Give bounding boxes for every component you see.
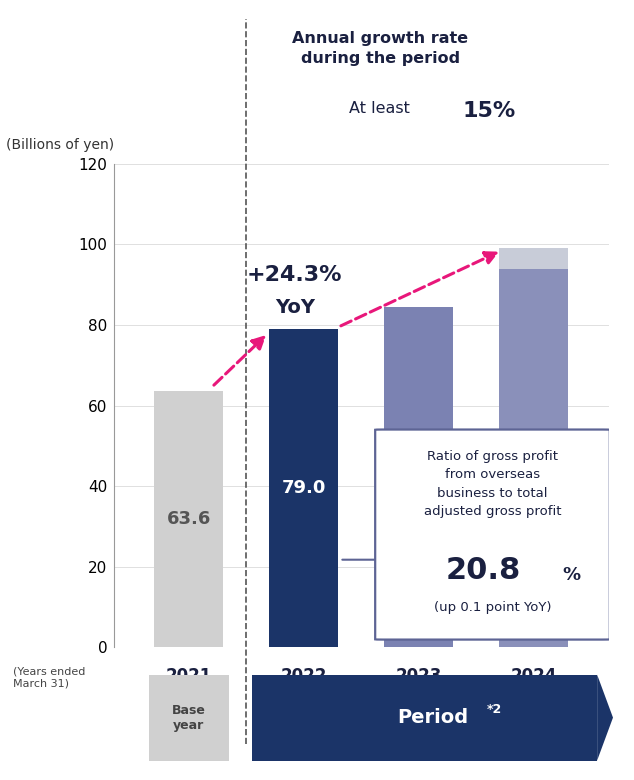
Text: +24.3%: +24.3% — [247, 264, 342, 285]
Bar — [500, 268, 569, 647]
Text: (Forecast): (Forecast) — [387, 692, 450, 705]
Text: 2024: 2024 — [511, 667, 557, 685]
Text: At least: At least — [349, 101, 415, 116]
Text: 2021: 2021 — [165, 667, 212, 685]
Text: Base
year: Base year — [172, 704, 206, 732]
Text: 20.8: 20.8 — [446, 556, 521, 585]
Text: Ratio of gross profit
from overseas
business to total
adjusted gross profit: Ratio of gross profit from overseas busi… — [424, 450, 561, 519]
Text: %: % — [562, 566, 581, 584]
Text: (Target): (Target) — [510, 692, 558, 705]
FancyBboxPatch shape — [375, 430, 610, 640]
Bar — [500, 248, 569, 647]
Text: 2022: 2022 — [281, 667, 327, 685]
Text: 15%: 15% — [463, 101, 516, 122]
Bar — [269, 329, 339, 647]
Text: YoY: YoY — [275, 298, 314, 317]
Bar — [384, 307, 453, 647]
Text: *2: *2 — [486, 704, 501, 716]
Text: (up 0.1 point YoY): (up 0.1 point YoY) — [434, 601, 551, 614]
Text: Annual growth rate
during the period: Annual growth rate during the period — [292, 31, 469, 66]
Text: 63.6: 63.6 — [167, 510, 211, 528]
Text: Period: Period — [397, 708, 468, 727]
Text: 79.0: 79.0 — [281, 479, 326, 497]
Text: (Years ended
March 31): (Years ended March 31) — [13, 667, 85, 689]
Text: (Billions of yen): (Billions of yen) — [6, 138, 115, 152]
Text: 2023: 2023 — [396, 667, 442, 685]
Bar — [154, 391, 223, 647]
